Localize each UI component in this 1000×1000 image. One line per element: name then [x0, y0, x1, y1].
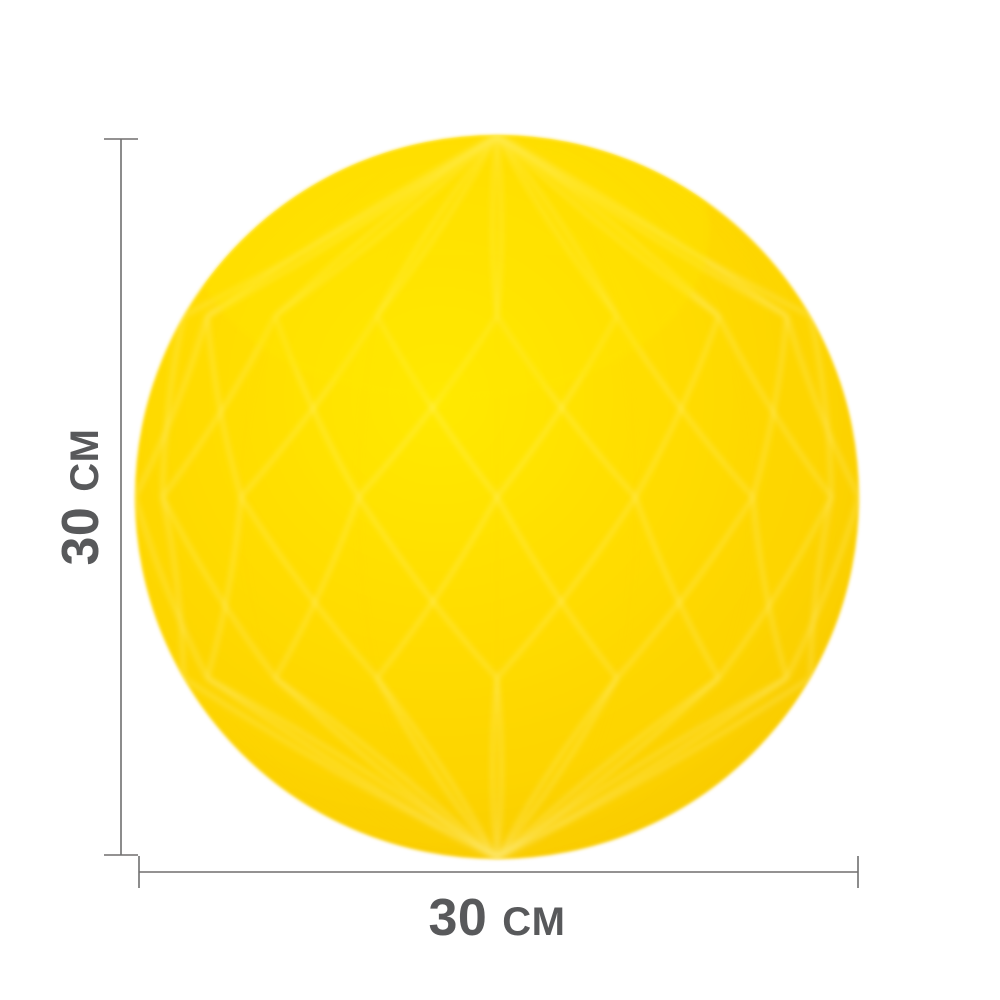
svg-text:30 CM: 30 CM	[428, 889, 565, 947]
svg-text:30 CM: 30 CM	[52, 428, 110, 565]
